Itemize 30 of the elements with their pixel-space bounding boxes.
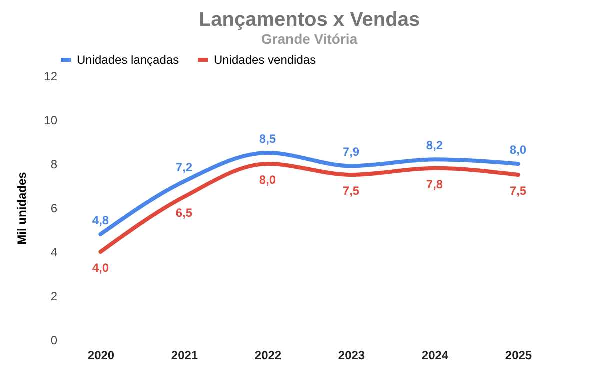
data-label: 7,8	[426, 177, 444, 192]
legend-label: Unidades vendidas	[214, 53, 316, 67]
data-label: 8,0	[259, 173, 276, 187]
data-label: 8,5	[259, 132, 276, 146]
chart-title: Lançamentos x Vendas	[198, 9, 420, 31]
data-label: 6,5	[176, 206, 193, 220]
chart-subtitle: Grande Vitória	[261, 31, 358, 47]
data-label: 7,2	[176, 160, 193, 175]
x-tick-label: 2021	[171, 348, 198, 362]
y-tick-label: 10	[44, 114, 58, 128]
x-tick-label: 2022	[254, 348, 282, 362]
data-label: 7,5	[342, 184, 360, 198]
data-label: 8,2	[426, 138, 444, 153]
y-tick-label: 0	[50, 334, 58, 348]
data-label: 7,9	[342, 145, 360, 160]
y-tick-label: 6	[50, 202, 58, 216]
x-tick-label: 2020	[88, 348, 115, 362]
y-axis-title: Mil unidades	[15, 172, 30, 245]
x-tick-label: 2024	[422, 348, 449, 362]
y-tick-label: 8	[50, 158, 58, 172]
data-label: 7,5	[510, 184, 527, 198]
y-tick-label: 12	[44, 70, 58, 84]
x-tick-label: 2025	[505, 348, 532, 362]
data-label: 4,0	[92, 261, 110, 275]
data-label: 4,8	[92, 213, 110, 228]
x-tick-label: 2023	[338, 348, 366, 362]
y-tick-label: 4	[50, 246, 58, 260]
y-tick-label: 2	[50, 290, 58, 304]
legend-label: Unidades lançadas	[77, 53, 180, 67]
data-label: 8,0	[510, 143, 527, 157]
